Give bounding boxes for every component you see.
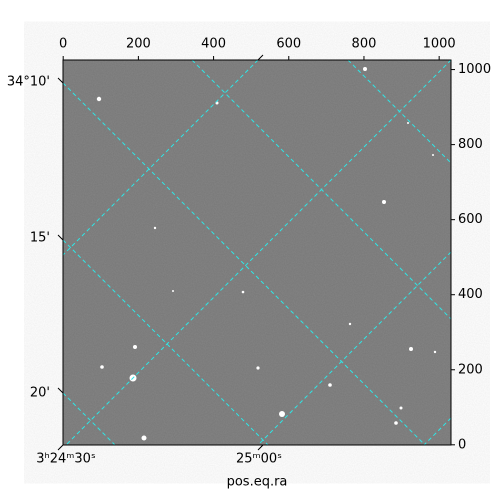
y-tick-label: 0	[458, 437, 466, 452]
x-tick-label: 200	[126, 37, 151, 52]
ra-tick-label: 3ʰ24ᵐ30ˢ	[36, 452, 96, 467]
sky-image	[63, 60, 451, 445]
dec-tick-label: 34°10'	[7, 75, 50, 90]
frame	[62, 59, 452, 446]
x-tick-label: 0	[59, 37, 67, 52]
ra-tick-label: 25ᵐ00ˢ	[236, 452, 282, 467]
dec-tick-label: 15'	[30, 231, 50, 246]
dec-tick-label: 20'	[30, 386, 50, 401]
x-axis-label: pos.eq.ra	[227, 475, 288, 490]
world-ticks	[57, 54, 264, 451]
y-tick-label: 600	[458, 212, 483, 227]
x-tick-label: 1000	[423, 37, 456, 52]
y-tick-label: 400	[458, 287, 483, 302]
y-tick-label: 200	[458, 362, 483, 377]
y-tick-label: 1000	[458, 62, 491, 77]
x-tick-label: 800	[352, 37, 377, 52]
x-tick-label: 400	[201, 37, 226, 52]
x-tick-label: 600	[276, 37, 301, 52]
y-tick-label: 800	[458, 137, 483, 152]
coordinate-grid	[63, 60, 451, 445]
